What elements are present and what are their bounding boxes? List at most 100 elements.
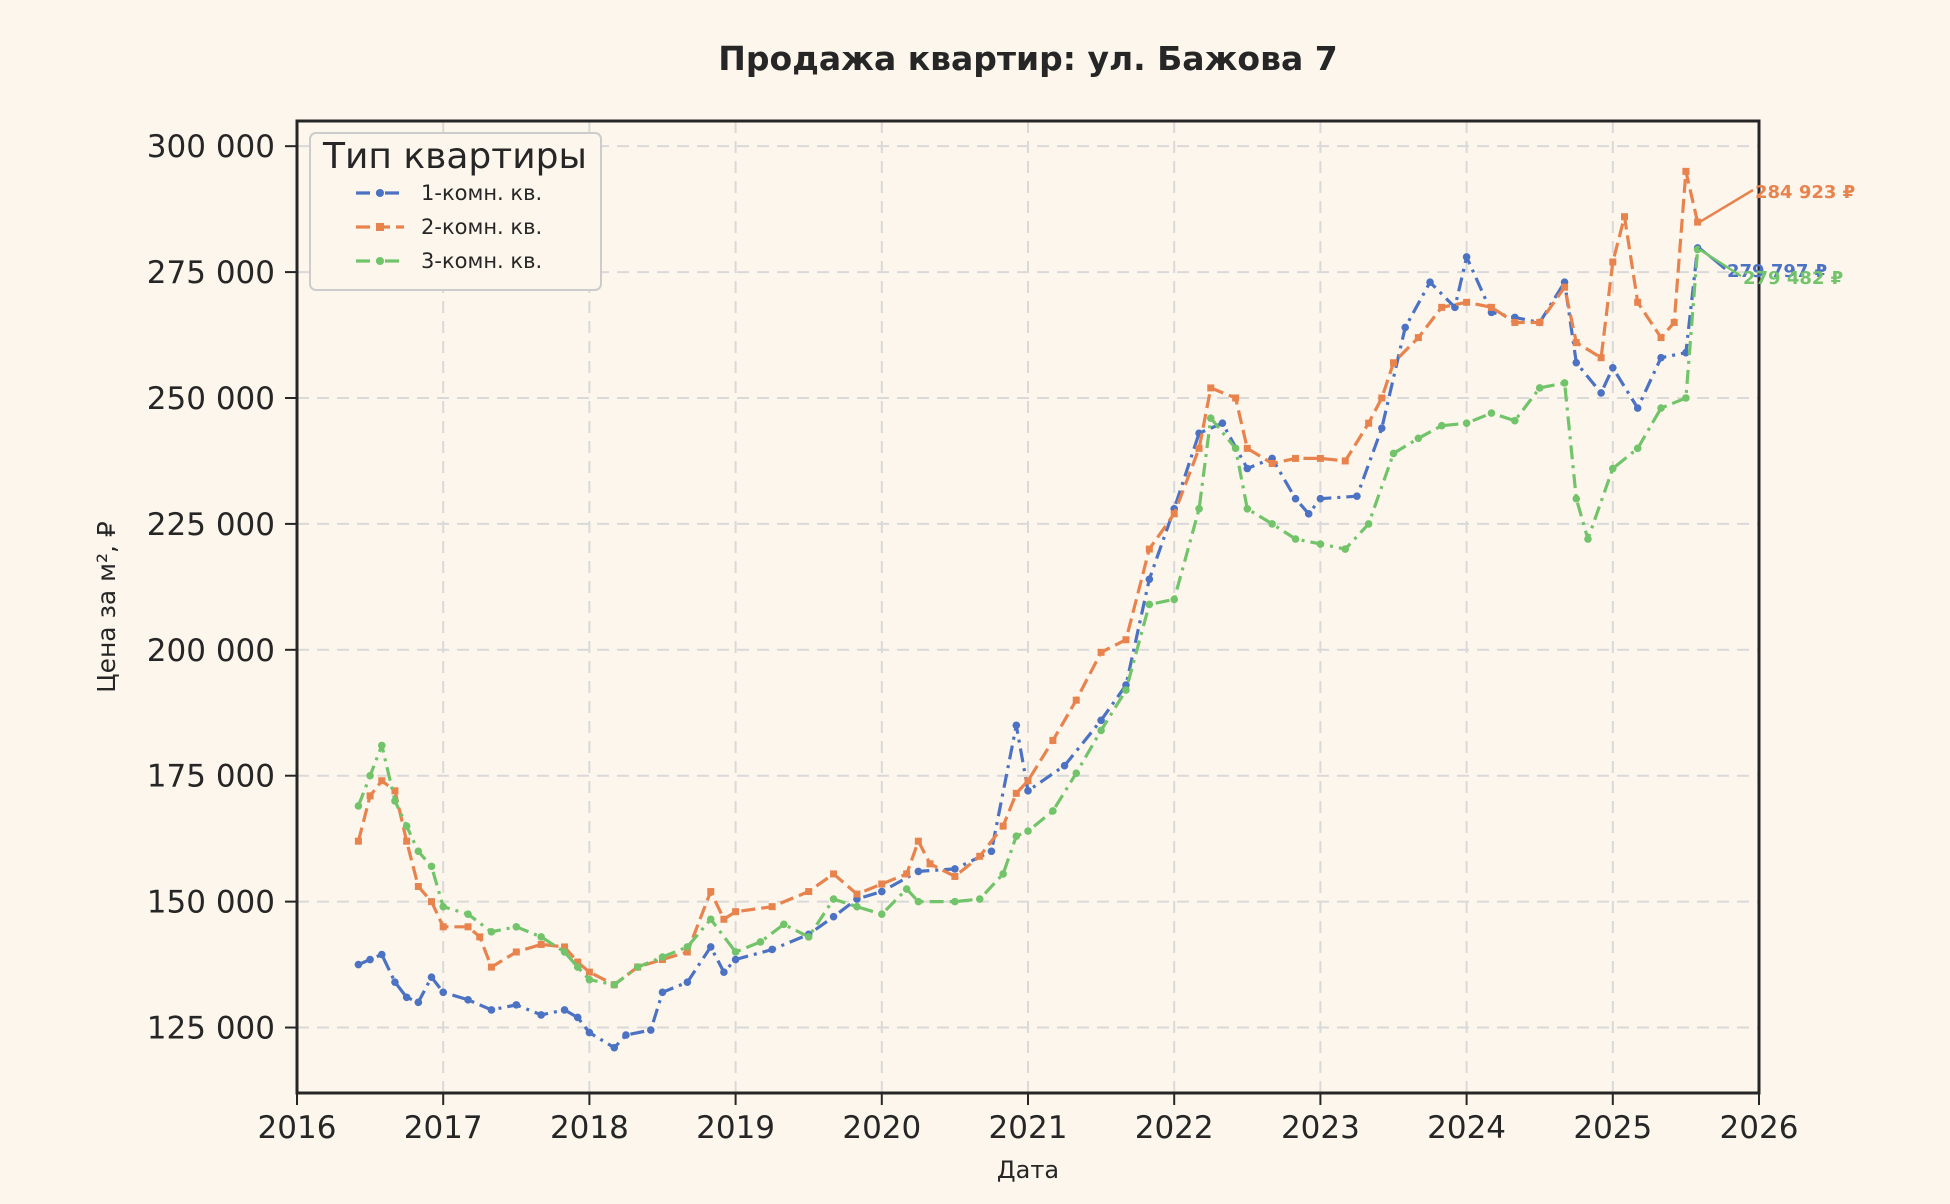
end-label: 284 923 ₽	[1755, 182, 1855, 203]
data-point	[1316, 454, 1324, 462]
data-point	[414, 847, 423, 856]
data-point	[1145, 575, 1154, 584]
data-point	[1072, 769, 1081, 777]
y-tick-label: 150 000	[147, 885, 275, 921]
data-point	[914, 867, 923, 876]
data-point	[1634, 298, 1642, 306]
data-point	[1170, 595, 1178, 604]
data-point	[1682, 167, 1690, 175]
data-point	[378, 777, 386, 785]
data-point	[914, 837, 922, 845]
data-point	[585, 968, 593, 976]
data-point	[999, 870, 1007, 878]
data-point	[377, 741, 386, 750]
data-point	[951, 897, 959, 906]
data-point	[402, 822, 411, 830]
data-point	[1243, 464, 1252, 473]
data-point	[487, 1006, 496, 1014]
data-point	[354, 837, 362, 845]
data-point	[1024, 827, 1032, 835]
data-point	[512, 948, 520, 956]
data-point	[1049, 736, 1057, 744]
data-point	[487, 963, 495, 971]
data-point	[354, 960, 363, 969]
y-tick-label: 250 000	[147, 381, 275, 417]
data-point	[1292, 454, 1300, 462]
data-point	[1535, 384, 1544, 392]
data-point	[391, 797, 399, 805]
x-tick-label: 2026	[1720, 1110, 1799, 1146]
data-point	[1584, 535, 1592, 543]
data-point	[610, 980, 619, 989]
data-point	[1097, 648, 1105, 656]
data-point	[1609, 464, 1617, 473]
data-point	[804, 933, 813, 941]
legend-label: 2-комн. кв.	[421, 215, 542, 239]
data-point	[1378, 394, 1386, 402]
data-point	[1378, 424, 1386, 433]
data-point	[439, 988, 448, 997]
data-point	[1049, 807, 1057, 815]
data-point	[720, 915, 728, 923]
end-label-arrow	[1698, 248, 1742, 278]
x-tick-label: 2016	[258, 1110, 337, 1146]
data-point	[464, 910, 472, 919]
data-point	[487, 928, 496, 936]
series-layer	[354, 167, 1702, 1052]
data-point	[706, 943, 715, 951]
data-point	[987, 847, 996, 856]
data-point	[1657, 334, 1665, 342]
end-label: 279 482 ₽	[1743, 268, 1843, 289]
data-point	[561, 943, 569, 951]
x-axis-label: Дата	[997, 1156, 1059, 1184]
data-point	[512, 1001, 521, 1009]
data-point	[1364, 520, 1373, 528]
data-point	[853, 902, 861, 911]
legend-title: Тип квартиры	[322, 136, 587, 177]
y-tick-label: 125 000	[147, 1011, 275, 1047]
data-point	[1414, 334, 1422, 342]
y-axis-ticks: 125 000 150 000 175 000 200 000 225 000 250 0…	[147, 129, 297, 1047]
data-point	[1426, 278, 1434, 286]
data-point	[1560, 379, 1569, 387]
data-point	[622, 1031, 630, 1039]
data-point	[1633, 444, 1642, 453]
legend-swatch-marker	[376, 189, 384, 197]
data-point	[829, 912, 838, 921]
data-point	[903, 870, 911, 878]
end-label-arrow	[1698, 188, 1754, 224]
data-point	[1341, 545, 1350, 553]
data-point	[1511, 416, 1519, 425]
data-point	[1487, 303, 1495, 311]
series-line	[356, 249, 1700, 987]
data-point	[1206, 414, 1215, 422]
data-point	[756, 938, 765, 946]
end-labels: 279 797 ₽ 284 923 ₽ 279 482 ₽	[1698, 182, 1855, 289]
data-point	[1291, 535, 1300, 543]
legend-swatch-marker	[376, 257, 384, 265]
data-point	[1462, 253, 1471, 261]
data-point	[914, 897, 923, 906]
data-point	[1072, 696, 1080, 704]
data-point	[354, 802, 363, 810]
data-point	[1438, 303, 1446, 311]
x-tick-label: 2019	[696, 1110, 775, 1146]
data-point	[439, 902, 448, 911]
data-point	[1401, 323, 1409, 332]
data-point	[403, 837, 411, 845]
data-point	[878, 880, 886, 888]
data-point	[1657, 404, 1665, 412]
data-point	[1243, 444, 1251, 452]
data-point	[1012, 789, 1020, 797]
data-point	[1657, 353, 1665, 362]
series-2	[354, 167, 1702, 989]
data-point	[1682, 394, 1690, 402]
data-point	[1012, 721, 1021, 730]
data-point	[574, 958, 582, 966]
x-tick-label: 2025	[1573, 1110, 1652, 1146]
data-point	[1561, 283, 1569, 291]
chart-title: Продажа квартир: ул. Бажова 7	[718, 39, 1337, 78]
data-point	[1620, 213, 1628, 221]
data-point	[720, 968, 728, 976]
data-point	[1597, 389, 1605, 397]
